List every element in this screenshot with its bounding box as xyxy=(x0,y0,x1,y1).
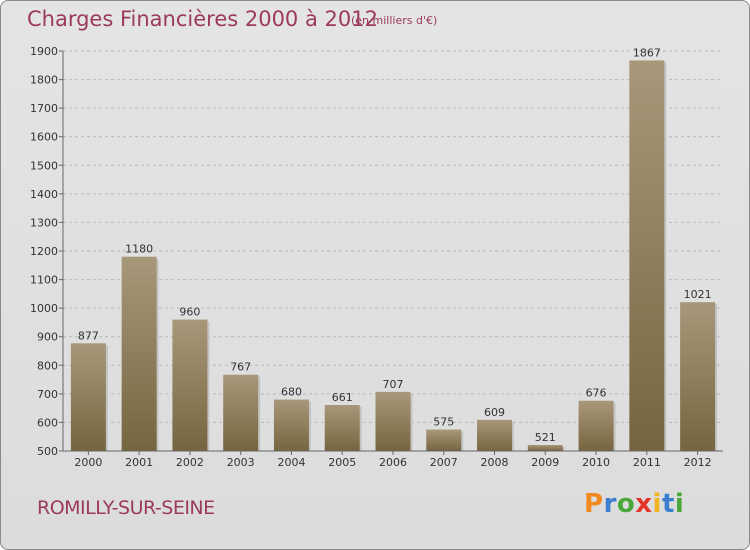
y-tick-label: 1900 xyxy=(30,45,58,58)
bar xyxy=(426,429,462,451)
bar-value-label: 1867 xyxy=(633,46,661,59)
bar xyxy=(375,391,411,451)
bar-value-label: 767 xyxy=(230,361,251,374)
logo-letter: x xyxy=(635,489,653,519)
bar-value-label: 575 xyxy=(433,416,454,429)
bar-value-label: 521 xyxy=(535,431,556,444)
x-tick-label: 2009 xyxy=(531,456,559,469)
y-tick-label: 1600 xyxy=(30,131,58,144)
location-name: ROMILLY-SUR-SEINE xyxy=(37,497,215,519)
y-tick-label: 800 xyxy=(37,359,58,372)
bar xyxy=(121,256,157,451)
chart-title: Charges Financières 2000 à 2012 xyxy=(27,7,378,31)
y-tick-label: 500 xyxy=(37,445,58,458)
bar xyxy=(223,374,259,451)
bars: 877 1180 960 767 680 661 707 575 609 521 676 1867 10… xyxy=(70,46,718,452)
bar xyxy=(172,319,208,451)
x-tick-label: 2004 xyxy=(277,456,305,469)
x-tick-label: 2007 xyxy=(430,456,458,469)
y-tick-label: 1300 xyxy=(30,216,58,229)
x-tick-label: 2010 xyxy=(582,456,610,469)
bar-value-label: 661 xyxy=(332,391,353,404)
bar-value-label: 1021 xyxy=(684,288,712,301)
y-tick-label: 1400 xyxy=(30,188,58,201)
logo-letter: t xyxy=(661,489,675,519)
axes: 500 600 700 800 900 1000 1100 1200 1300 1400 1500 1… xyxy=(30,45,723,469)
bar-value-label: 676 xyxy=(586,387,607,400)
bar xyxy=(680,302,716,451)
proxiti-logo: Proxiti xyxy=(584,489,684,519)
bar-value-label: 1180 xyxy=(125,243,153,256)
x-tick-label: 2003 xyxy=(227,456,255,469)
y-tick-label: 700 xyxy=(37,388,58,401)
x-tick-label: 2012 xyxy=(684,456,712,469)
y-tick-label: 1700 xyxy=(30,102,58,115)
bar xyxy=(273,399,309,451)
x-tick-label: 2011 xyxy=(633,456,661,469)
bar xyxy=(629,60,665,452)
y-tick-label: 900 xyxy=(37,331,58,344)
bar-value-label: 877 xyxy=(78,329,99,342)
y-tick-label: 600 xyxy=(37,416,58,429)
logo-letter: P xyxy=(584,489,604,519)
x-tick-label: 2006 xyxy=(379,456,407,469)
x-tick-label: 2000 xyxy=(74,456,102,469)
bar xyxy=(324,405,360,451)
y-tick-label: 1500 xyxy=(30,159,58,172)
y-tick-label: 1200 xyxy=(30,245,58,258)
chart-subtitle: (en milliers d'€) xyxy=(351,14,438,27)
bar-value-label: 960 xyxy=(179,306,200,319)
logo-letter: o xyxy=(616,489,636,519)
bar-value-label: 609 xyxy=(484,406,505,419)
bar-value-label: 680 xyxy=(281,386,302,399)
logo-letter: r xyxy=(603,489,617,519)
logo-letter: i xyxy=(652,489,662,519)
x-tick-label: 2002 xyxy=(176,456,204,469)
bar-value-label: 707 xyxy=(383,378,404,391)
y-tick-label: 1800 xyxy=(30,74,58,87)
bar xyxy=(477,419,513,451)
x-tick-label: 2001 xyxy=(125,456,153,469)
bar xyxy=(527,445,563,451)
bar xyxy=(70,343,106,451)
y-tick-label: 1100 xyxy=(30,274,58,287)
x-tick-label: 2008 xyxy=(481,456,509,469)
grid-lines xyxy=(63,50,723,423)
x-tick-label: 2005 xyxy=(328,456,356,469)
logo-letter: i xyxy=(674,489,685,519)
y-tick-label: 1000 xyxy=(30,302,58,315)
bar xyxy=(578,400,614,451)
